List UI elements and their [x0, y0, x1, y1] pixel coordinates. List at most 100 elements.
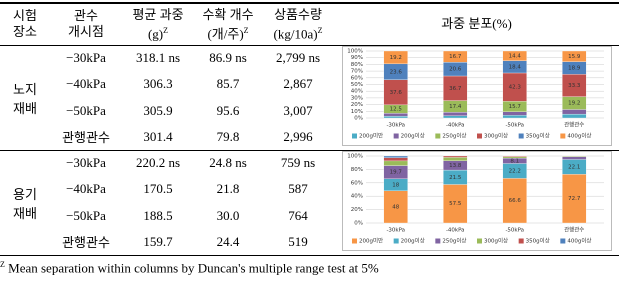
legend-label: 200g이상 [400, 236, 424, 244]
bar-value-label: 18.9 [568, 65, 581, 71]
table-cell: 519 [288, 233, 308, 249]
bar-segment [442, 156, 467, 161]
table-cell: 95.6 [216, 102, 240, 118]
table-cell: 관행관수 [62, 130, 110, 146]
table-cell: 764 [288, 207, 308, 223]
table-cell: 21.8 [216, 181, 240, 197]
bar-value-label: 42.3 [508, 84, 521, 90]
table-cell: 3,007 [283, 102, 313, 118]
table: 시험 장소 관수 개시점 평균 과중 (g)Z 수확 개수 (개/주)Z 상품수량 (kg/1… [0, 2, 619, 256]
bar-value-label: 8.1 [510, 158, 519, 164]
table-row: 노지 재배 −30kPa 318.1 ns 86.9 ns 2,799 ns 0% 10% 2… [0, 45, 619, 146]
legend-label: 350g이상 [525, 131, 549, 139]
bar-value-label: 48 [392, 204, 399, 210]
table-cell: 86.9 ns [209, 50, 247, 66]
table-cell: 759 ns [280, 155, 316, 171]
y-tick-label: 0% [354, 220, 363, 226]
table-cell: 220.2 ns [135, 155, 181, 171]
footnote-mark: Z [0, 259, 5, 269]
table-row: −50kPa 305.9 95.6 3,007 [0, 98, 619, 124]
bar-segment [383, 115, 408, 118]
bar-value-label: 19.2 [568, 100, 580, 106]
table-cell: 318.1 ns [135, 50, 181, 66]
bar-value-label: 22.1 [568, 164, 580, 170]
x-tick-label: 관행관수 [564, 225, 584, 233]
table-cell: 170.5 [143, 181, 173, 197]
table-cell: −50kPa [66, 102, 106, 118]
bar-value-label: 37.6 [389, 89, 402, 95]
y-tick-label: 10% [350, 108, 362, 114]
bar-value-label: 13.8 [449, 162, 462, 168]
bar-segment [442, 50, 467, 62]
table-cell: −30kPa [66, 155, 106, 171]
legend-swatch [476, 238, 482, 243]
x-tick-label: -40kPa [445, 227, 464, 233]
bar-segment [502, 111, 527, 115]
y-tick-label: 50% [350, 82, 362, 88]
legend-swatch [476, 133, 482, 138]
y-tick-label: 80% [350, 166, 362, 172]
y-tick-label: 20% [350, 207, 362, 213]
bar-segment [502, 155, 527, 157]
table-row: −50kPa 188.5 30.0 764 [0, 203, 619, 229]
legend-label: 400g이상 [567, 236, 591, 244]
table-header: 시험 장소 관수 개시점 평균 과중 (g)Z 수확 개수 (개/주)Z 상품수량 (kg/1… [0, 3, 619, 45]
table-cell: 587 [288, 181, 308, 197]
table-cell: 85.7 [216, 76, 240, 92]
x-tick-label: 관행관수 [564, 120, 584, 128]
legend-label: 300g이상 [484, 131, 508, 139]
y-tick-label: 60% [350, 180, 362, 186]
x-tick-label: -50kPa [505, 227, 524, 233]
table-cell: 159.7 [143, 233, 173, 249]
bar-segment [502, 114, 527, 118]
chart-cell: 0% 20% 40% 60% 80% 100% -30kPa 48 18 19.7 -40kPa 57… [334, 150, 619, 255]
table-row: 관행관수 301.4 79.8 2,996 [0, 124, 619, 150]
bar-value-label: 36.7 [449, 85, 462, 91]
bar-segment [502, 156, 527, 158]
bar-segment [561, 155, 586, 157]
column-label: 수확 개수 [202, 6, 254, 22]
y-tick-label: 100% [347, 153, 363, 159]
y-tick-label: 90% [350, 55, 362, 61]
y-tick-label: 100% [347, 48, 363, 54]
bar-value-label: 33.3 [568, 82, 581, 88]
table-cell: 188.5 [143, 207, 173, 223]
x-tick-label: -50kPa [505, 122, 524, 128]
legend-swatch [518, 133, 524, 138]
page: 시험 장소 관수 개시점 평균 과중 (g)Z 수확 개수 (개/주)Z 상품수량 (kg/1… [0, 2, 619, 276]
table-cell: 301.4 [143, 128, 173, 144]
bar-segment [561, 108, 586, 114]
bar-segment [561, 113, 586, 118]
bar-segment [442, 115, 467, 118]
section-label: 용기 재배 [13, 186, 37, 221]
bar-value-label: 22.2 [508, 168, 520, 174]
chart: 0%10%20%30%40%50%60%70%80%90%100% -30kPa 1… [341, 45, 612, 146]
header-row: 시험 장소 관수 개시점 평균 과중 (g)Z 수확 개수 (개/주)Z 상품수량 (kg/1… [0, 3, 619, 45]
bar-segment [383, 50, 408, 64]
legend-label: 200g미만 [359, 131, 383, 139]
bar-value-label: 12.5 [389, 106, 402, 112]
table-cell: −30kPa [66, 50, 106, 66]
column-note: Z [163, 25, 169, 35]
bar-segment [383, 112, 408, 116]
column-header: 시험 장소 [0, 3, 50, 45]
column-label: 상품수량 [274, 6, 322, 22]
table-row: 용기 재배 −30kPa 220.2 ns 24.8 ns 759 ns 0% 20% 40%… [0, 150, 619, 251]
legend-label: 350g이상 [525, 236, 549, 244]
y-tick-label: 70% [350, 68, 362, 74]
legend-swatch [559, 133, 565, 138]
column-header: 평균 과중 (g)Z [122, 3, 194, 45]
section-label: 노지 재배 [13, 81, 37, 116]
y-tick-label: 40% [350, 88, 362, 94]
column-label: 시험 장소 [13, 8, 37, 40]
bar-segment [561, 50, 586, 62]
table-cell: 79.8 [216, 128, 240, 144]
bar-value-label: 72.7 [568, 196, 581, 202]
bar-segment [442, 155, 467, 158]
y-tick-label: 40% [350, 193, 362, 199]
table-cell: 305.9 [143, 102, 173, 118]
x-tick-label: -30kPa [386, 227, 405, 233]
legend-swatch [393, 133, 399, 138]
column-label: 평균 과중 [132, 6, 184, 22]
table-cell: 24.4 [216, 233, 240, 249]
